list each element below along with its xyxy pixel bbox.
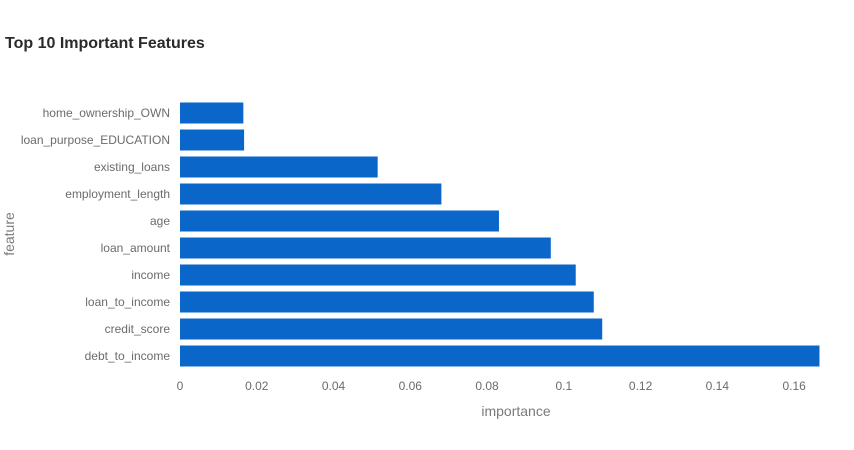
x-tick-label: 0.12 bbox=[629, 379, 653, 393]
y-tick-label: existing_loans bbox=[94, 160, 170, 174]
bar-home_ownership_OWN bbox=[180, 102, 244, 124]
x-tick-label: 0.16 bbox=[782, 379, 806, 393]
x-tick-label: 0.14 bbox=[706, 379, 730, 393]
y-tick-label: employment_length bbox=[65, 187, 170, 201]
y-tick-label: loan_amount bbox=[101, 241, 171, 255]
bar-loan_purpose_EDUCATION bbox=[180, 129, 245, 151]
y-tick-label: age bbox=[150, 214, 170, 228]
x-axis-title: importance bbox=[481, 403, 550, 419]
x-tick-label: 0.06 bbox=[399, 379, 423, 393]
x-tick-label: 0.08 bbox=[475, 379, 499, 393]
x-tick-label: 0.1 bbox=[555, 379, 572, 393]
bar-loan_amount bbox=[180, 237, 551, 259]
bar-credit_score bbox=[180, 318, 603, 340]
x-tick-label: 0 bbox=[177, 379, 184, 393]
y-tick-labels: home_ownership_OWN loan_purpose_EDUCATION… bbox=[21, 106, 171, 363]
y-tick-label: income bbox=[131, 268, 170, 282]
bar-employment_length bbox=[180, 183, 442, 205]
x-tick-label: 0.04 bbox=[322, 379, 346, 393]
chart-title: Top 10 Important Features bbox=[5, 35, 205, 52]
bar-loan_to_income bbox=[180, 291, 594, 313]
bar-debt_to_income bbox=[180, 345, 820, 367]
y-tick-label: loan_to_income bbox=[85, 295, 170, 309]
bars-group bbox=[180, 102, 820, 367]
x-tick-label: 0.02 bbox=[245, 379, 269, 393]
y-tick-label: home_ownership_OWN bbox=[43, 106, 170, 120]
x-tick-labels: 0 0.02 0.04 0.06 0.08 0.1 0.12 0.14 0.16 bbox=[177, 379, 806, 393]
y-tick-label: debt_to_income bbox=[85, 349, 171, 363]
bar-age bbox=[180, 210, 499, 232]
y-tick-label: credit_score bbox=[105, 322, 171, 336]
bar-existing_loans bbox=[180, 156, 378, 178]
y-axis-title: feature bbox=[1, 212, 17, 256]
y-tick-label: loan_purpose_EDUCATION bbox=[21, 133, 170, 147]
bar-income bbox=[180, 264, 576, 286]
